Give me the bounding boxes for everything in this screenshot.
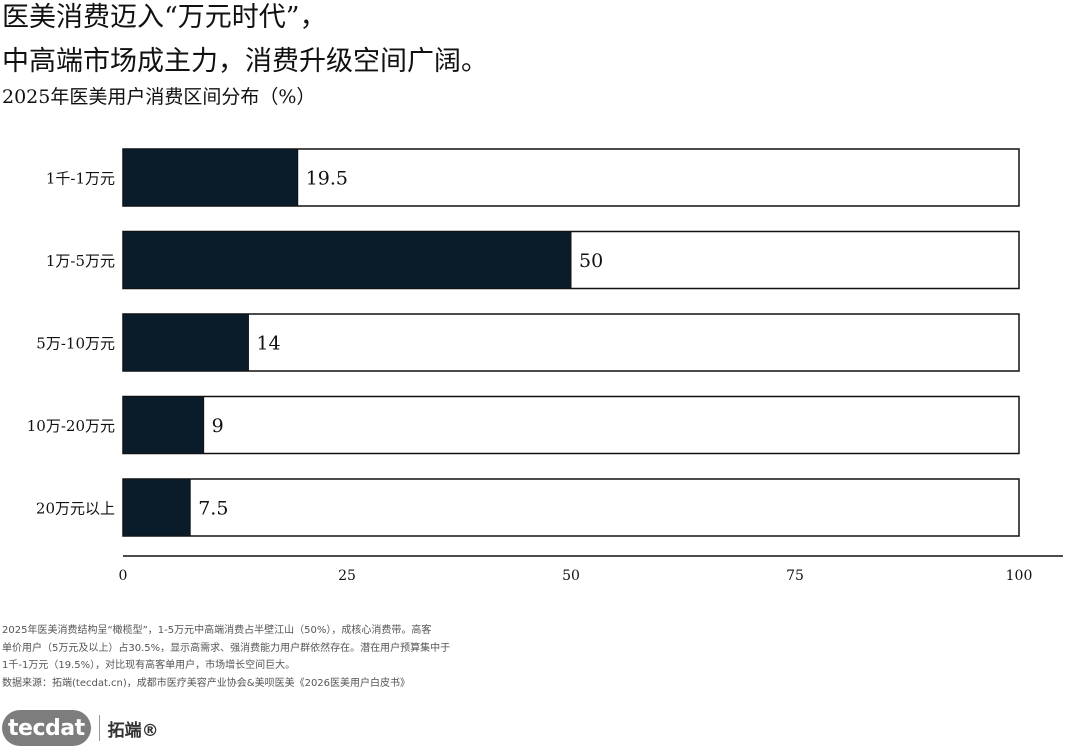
bar: [122, 313, 249, 372]
category-label: 10万-20万元: [27, 417, 115, 435]
brand-logo: tecdat 拓端®: [2, 708, 159, 748]
data-label: 14: [256, 333, 280, 355]
x-tick-label: 100: [1006, 568, 1033, 584]
bar: [122, 148, 299, 207]
tecdat-logo-mark: tecdat: [2, 710, 91, 746]
footnote: 2025年医美消费结构呈“橄榄型”，1-5万元中高端消费占半壁江山（50%），成…: [2, 622, 542, 692]
data-label: 7.5: [198, 498, 228, 520]
bar-track: [122, 478, 1020, 537]
footnote-line: 1千-1万元（19.5%），对比现有高客单用户，市场增长空间巨大。: [2, 660, 296, 671]
category-label: 1万-5万元: [46, 252, 115, 270]
bar: [122, 231, 572, 289]
footnote-line: 单价用户（5万元及以上）占30.5%，显示高需求、强消费能力用户群依然存在。潜在…: [2, 642, 451, 654]
data-label: 19.5: [306, 168, 348, 190]
category-label: 5万-10万元: [36, 335, 115, 353]
category-label: 1千-1万元: [46, 170, 115, 188]
x-tick-label: 0: [119, 568, 128, 584]
data-label: 50: [579, 250, 603, 272]
x-tick-label: 25: [338, 568, 356, 584]
bar-chart: 1千-1万元 19.5 1万-5万元 50 5万-10万元 14 10万-20万元 9 20万元…: [27, 148, 1063, 584]
brand-name: 拓端®: [107, 720, 159, 741]
data-label: 9: [212, 415, 224, 437]
x-tick-label: 75: [786, 568, 804, 584]
footnote-line: 2025年医美消费结构呈“橄榄型”，1-5万元中高端消费占半壁江山（50%），成…: [2, 625, 432, 636]
logo-divider: [98, 715, 100, 741]
bar: [122, 478, 191, 537]
chart-title-line-2: 中高端市场成主力，消费升级空间广阔。: [2, 46, 488, 77]
category-label: 20万元以上: [36, 500, 115, 518]
data-source: 数据来源：拓端(tecdat.cn)，成都市医疗美容产业协会&美呗医美《2026…: [2, 677, 411, 689]
bar-track: [122, 395, 1020, 455]
chart-subtitle: 2025年医美用户消费区间分布（%）: [2, 86, 316, 108]
bar-track: [122, 313, 1020, 372]
bar: [122, 396, 205, 454]
x-tick-label: 50: [562, 568, 580, 584]
chart-title-line-1: 医美消费迈入“万元时代”，: [2, 2, 327, 33]
